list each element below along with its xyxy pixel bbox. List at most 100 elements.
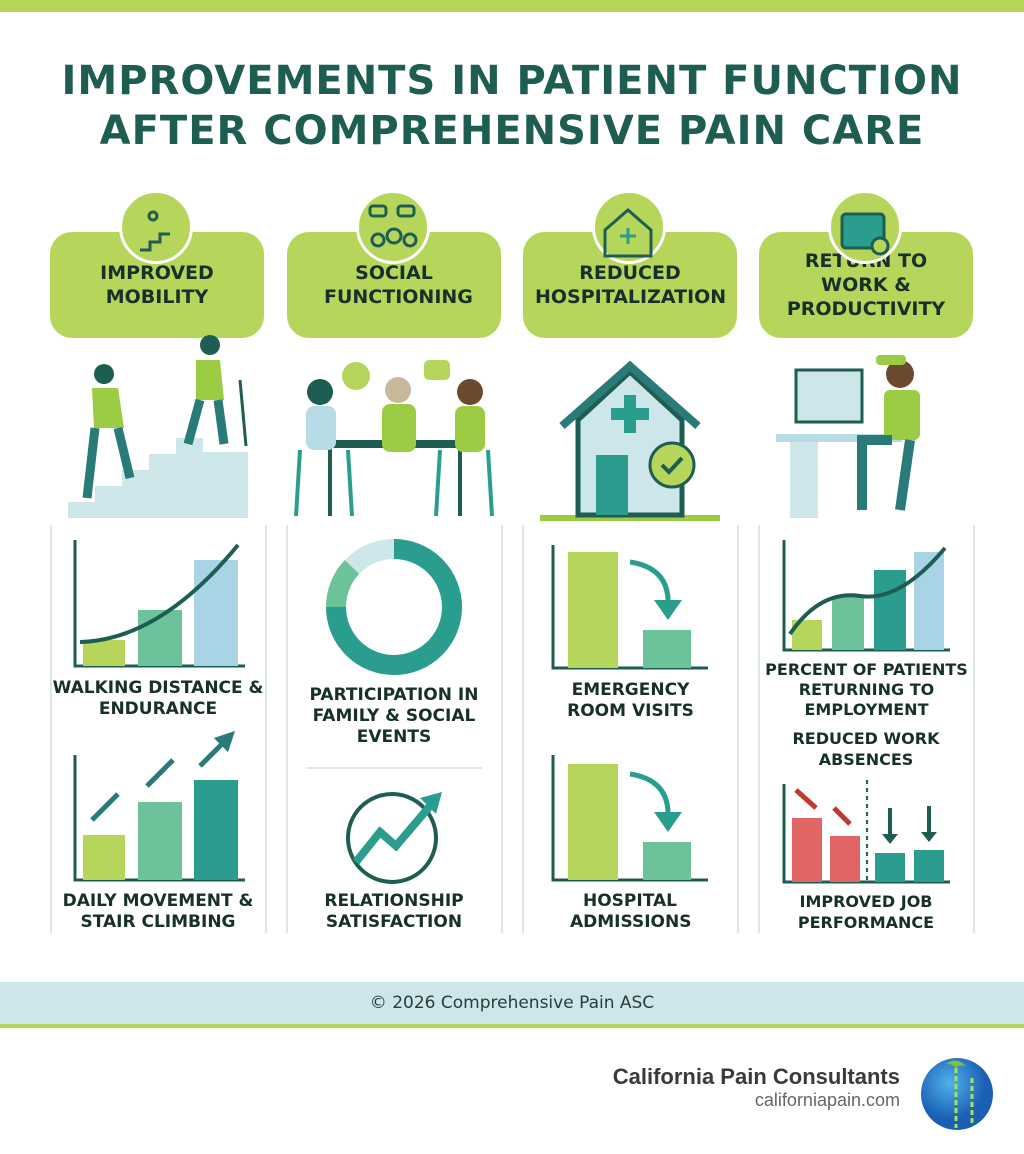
decoration (183, 398, 229, 446)
divider (50, 525, 52, 933)
decoration (385, 377, 411, 403)
metric-label: PARTICIPATION IN FAMILY & SOCIAL EVENTS (309, 685, 479, 747)
heading: IMPROVED MOBILITY (50, 232, 264, 338)
decoration (194, 780, 238, 880)
brand-url: californiapain.com (754, 1090, 900, 1110)
decoration (790, 442, 818, 518)
divider (973, 525, 975, 933)
decoration (306, 406, 336, 450)
decoration (457, 379, 483, 405)
decoration (420, 792, 442, 814)
decoration (73, 540, 245, 668)
decoration (620, 228, 636, 244)
divider (522, 525, 524, 933)
decoration (238, 379, 248, 447)
decoration (603, 208, 653, 258)
decoration (888, 806, 931, 838)
decoration (94, 364, 114, 384)
decoration (875, 853, 905, 882)
decoration (643, 842, 691, 880)
decoration (194, 560, 238, 666)
decoration (147, 210, 159, 222)
decoration (196, 360, 224, 400)
decoration (138, 802, 182, 880)
title-line: IMPROVEMENTS IN PATIENT FUNCTION (61, 58, 963, 104)
decoration (870, 236, 890, 256)
decoration (382, 404, 416, 452)
divider (737, 525, 739, 933)
decoration (352, 803, 434, 865)
decoration (946, 1060, 966, 1070)
decoration (396, 204, 416, 218)
decoration (884, 390, 920, 440)
decoration (857, 435, 915, 511)
copyright: © 2026 Comprehensive Pain ASC (369, 993, 655, 1013)
decoration (424, 360, 450, 380)
decoration (648, 441, 696, 489)
metric-label: PERCENT OF PATIENTS RETURNING TO EMPLOYM… (765, 660, 968, 719)
decoration (79, 543, 240, 644)
heading-text: SOCIAL FUNCTIONING (324, 262, 473, 308)
decoration (660, 456, 684, 475)
decoration (794, 368, 864, 424)
title-line: AFTER COMPREHENSIVE PAIN CARE (99, 108, 925, 154)
decoration (328, 448, 462, 516)
decoration (326, 539, 462, 675)
decoration (882, 832, 937, 844)
decoration (914, 552, 944, 650)
decoration (568, 552, 618, 668)
decoration (326, 560, 360, 608)
decoration (82, 426, 135, 499)
brand-name: California Pain Consultants (612, 1064, 900, 1089)
icon (356, 190, 430, 264)
decoration (874, 570, 906, 650)
decoration (654, 812, 682, 832)
decoration (788, 546, 947, 636)
divider (758, 525, 760, 933)
decoration (402, 232, 418, 248)
decoration (68, 438, 248, 518)
decoration (540, 515, 720, 521)
decoration (385, 227, 403, 245)
decoration (876, 355, 906, 365)
top-band (0, 0, 1024, 12)
metric-label: RELATIONSHIP SATISFACTION (324, 891, 464, 932)
decoration (455, 406, 485, 452)
decoration (624, 395, 636, 433)
decoration (92, 388, 124, 428)
decoration (342, 362, 370, 390)
decoration (294, 449, 494, 517)
divider (501, 525, 503, 933)
decoration (914, 850, 944, 882)
decoration (832, 596, 864, 650)
brand: California Pain Consultants californiapa… (613, 1064, 900, 1111)
decoration (776, 434, 902, 442)
decoration (73, 755, 245, 882)
decoration (370, 232, 386, 248)
decoration (140, 232, 170, 252)
decoration (559, 360, 701, 429)
metric-label: IMPROVED JOB PERFORMANCE (797, 892, 935, 932)
metric-label: DAILY MOVEMENT & STAIR CLIMBING (62, 891, 254, 932)
decoration (886, 360, 914, 388)
decoration (200, 335, 220, 355)
decoration (954, 1068, 974, 1128)
footer-band: © 2026 Comprehensive Pain ASC (0, 982, 1024, 1028)
metric-label: WALKING DISTANCE & ENDURANCE (52, 678, 264, 719)
decoration (596, 455, 628, 515)
divider (286, 525, 288, 933)
brand-logo (921, 1058, 993, 1130)
decoration (138, 610, 182, 666)
decoration (307, 379, 333, 405)
decoration (346, 792, 438, 884)
decoration (830, 836, 860, 882)
icon (119, 190, 193, 264)
decoration (83, 835, 125, 880)
decoration (83, 640, 125, 666)
decoration (368, 204, 388, 218)
decoration (629, 771, 671, 819)
metric-label: REDUCED WORK ABSENCES (792, 729, 940, 769)
heading-text: REDUCED HOSPITALIZATION (535, 262, 727, 308)
